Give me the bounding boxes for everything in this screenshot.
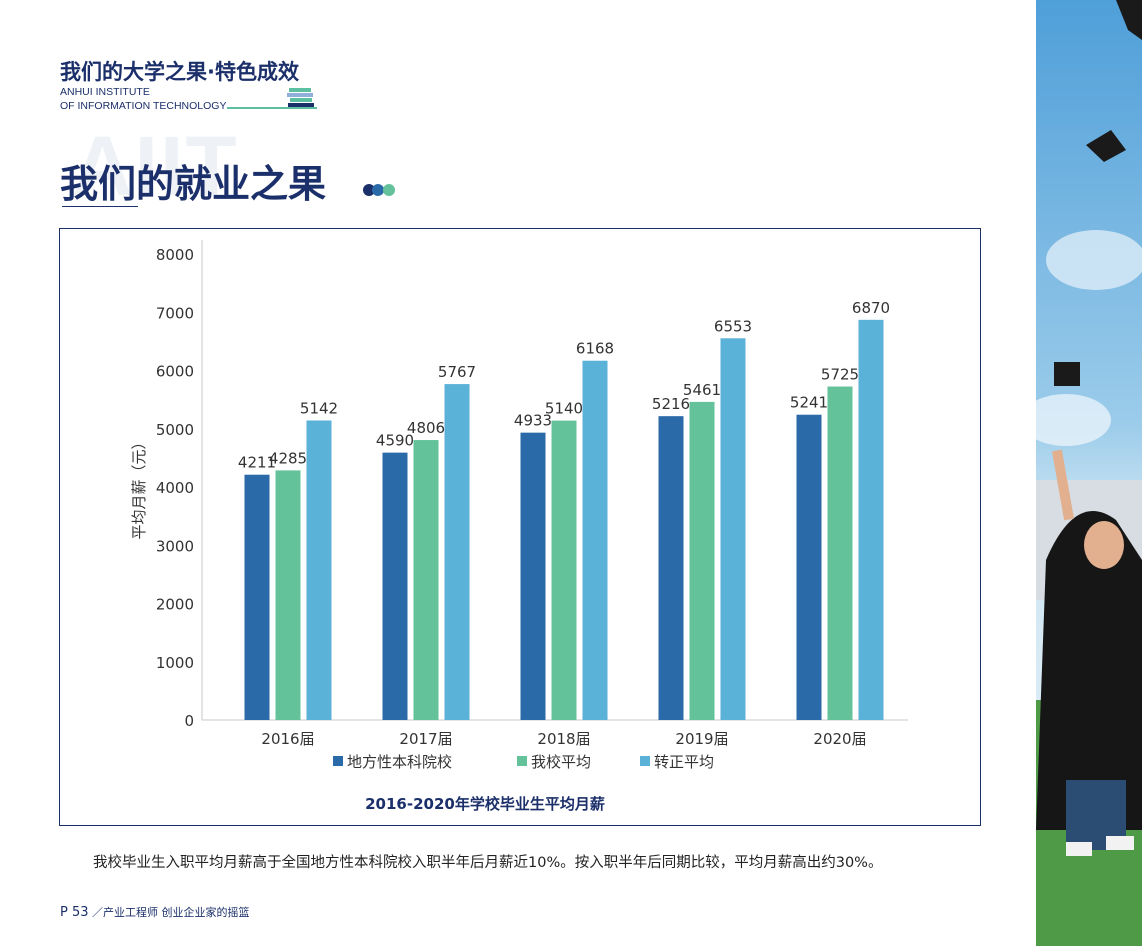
y-tick-label: 5000 (156, 421, 194, 439)
page-footer: P 53 ／产业工程师 创业企业家的摇篮 (60, 904, 250, 920)
bar (658, 416, 684, 720)
institution-name-line2: OF INFORMATION TECHNOLOGY (60, 100, 227, 112)
bar (796, 414, 822, 720)
bar (720, 338, 746, 720)
bar (827, 386, 853, 720)
page-title: 我们的就业之果 (60, 162, 327, 206)
bar (444, 384, 470, 720)
header-divider (227, 107, 317, 109)
y-tick-label: 7000 (156, 304, 194, 322)
graduation-photo (1036, 0, 1142, 946)
chart-caption: 我校毕业生入职平均月薪高于全国地方性本科院校入职半年后月薪近10%。按入职半年后… (93, 855, 883, 871)
bar (689, 401, 715, 720)
legend-swatch (333, 756, 343, 766)
data-label: 5461 (683, 381, 721, 399)
data-label: 5767 (438, 363, 476, 381)
chart-title: 2016-2020年学校毕业生平均月薪 (365, 795, 605, 813)
decorative-dots (363, 184, 395, 196)
data-label: 4806 (407, 419, 445, 437)
x-tick-label: 2018届 (537, 730, 590, 748)
y-axis-title: 平均月薪（元） (130, 434, 148, 539)
legend-label: 我校平均 (531, 753, 591, 771)
data-label: 4211 (238, 454, 276, 472)
watermark-logo: AIIT (72, 119, 239, 213)
data-label: 4590 (376, 432, 414, 450)
data-label: 6553 (714, 317, 752, 335)
data-label: 6870 (852, 299, 890, 317)
data-label: 5140 (545, 400, 583, 418)
bar (582, 360, 608, 720)
legend-label: 转正平均 (654, 753, 714, 771)
bar (306, 420, 332, 720)
x-tick-label: 2016届 (261, 730, 314, 748)
y-tick-label: 6000 (156, 363, 194, 381)
bar (413, 440, 439, 720)
data-label: 6168 (576, 340, 614, 358)
legend-label: 地方性本科院校 (347, 753, 452, 771)
y-tick-label: 4000 (156, 479, 194, 497)
section-header-title: 我们的大学之果·特色成效 (60, 60, 299, 84)
bar (551, 420, 577, 720)
y-tick-label: 3000 (156, 537, 194, 555)
books-icon (287, 88, 314, 107)
page-number: P 53 (60, 905, 89, 920)
salary-bar-chart: 0 1000 2000 3000 4000 5000 6000 7000 8000 平均月薪（元）… (130, 240, 908, 813)
title-underline (62, 206, 138, 207)
data-label: 4285 (269, 449, 307, 467)
graduation-photo-illustration (1036, 0, 1142, 946)
legend-swatch (640, 756, 650, 766)
x-tick-label: 2020届 (813, 730, 866, 748)
legend-swatch (517, 756, 527, 766)
x-tick-label: 2017届 (399, 730, 452, 748)
data-label: 5142 (300, 399, 338, 417)
bar (244, 474, 270, 720)
y-tick-label: 1000 (156, 654, 194, 672)
bar (520, 432, 546, 720)
data-label: 5241 (790, 394, 828, 412)
bar (858, 319, 884, 720)
institution-name-line1: ANHUI INSTITUTE (60, 86, 150, 98)
bar (275, 470, 301, 720)
x-tick-label: 2019届 (675, 730, 728, 748)
institution-name: ANHUI INSTITUTE OF INFORMATION TECHNOLOG… (60, 85, 226, 113)
footer-tagline: ／产业工程师 创业企业家的摇篮 (92, 906, 250, 919)
y-tick-label: 2000 (156, 596, 194, 614)
data-label: 5216 (652, 395, 690, 413)
y-tick-label: 0 (184, 712, 194, 730)
salary-chart: 0 1000 2000 3000 4000 5000 6000 7000 8000 平均月薪（元）… (59, 228, 981, 826)
data-label: 5725 (821, 366, 859, 384)
bar (382, 452, 408, 720)
y-tick-label: 8000 (156, 246, 194, 264)
data-label: 4933 (514, 412, 552, 430)
